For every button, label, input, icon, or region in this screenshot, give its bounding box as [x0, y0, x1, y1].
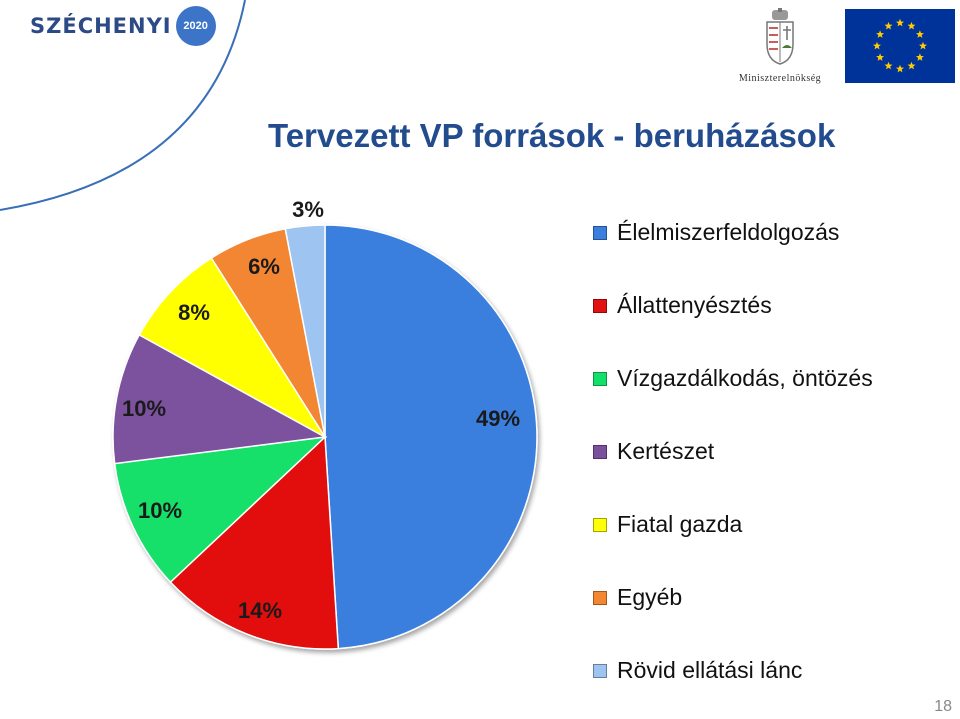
coat-of-arms-icon	[766, 8, 794, 65]
legend-item: Élelmiszerfeldolgozás	[593, 196, 873, 269]
pie-slice	[284, 224, 326, 438]
eu-star-icon	[915, 30, 924, 38]
page-title: Tervezett VP források - beruházások	[268, 117, 836, 154]
legend-item: Kertészet	[593, 415, 873, 488]
chart-legend: Élelmiszerfeldolgozás Állattenyésztés Vízg…	[593, 196, 873, 707]
szechenyi-logo-badge: 2020	[175, 6, 216, 46]
eu-star-icon	[907, 21, 916, 30]
legend-item: Fiatal gazda	[593, 488, 873, 561]
szechenyi-2020-logo: SZÉCHENYI 2020	[30, 6, 216, 46]
eu-flag-icon	[845, 9, 955, 83]
slice-label: 6%	[248, 254, 280, 279]
legend-label: Fiatal gazda	[617, 511, 743, 537]
pie-slice	[113, 435, 328, 584]
eu-star-icon	[884, 61, 893, 70]
eu-star-icon	[873, 41, 881, 50]
legend-label: Élelmiszerfeldolgozás	[617, 219, 840, 245]
legend-item: Rövid ellátási lánc	[593, 634, 873, 707]
legend-swatch	[593, 298, 607, 313]
szechenyi-logo-text: SZÉCHENYI	[30, 14, 172, 38]
legend-item: Egyéb	[593, 561, 873, 634]
eu-star-icon	[919, 41, 927, 50]
legend-label: Állattenyésztés	[617, 292, 772, 318]
legend-swatch	[593, 590, 607, 605]
eu-star-icon	[907, 61, 916, 70]
pie-slice	[112, 333, 328, 465]
legend-item: Vízgazdálkodás, öntözés	[593, 342, 873, 415]
slice-label: 3%	[292, 197, 324, 222]
legend-swatch	[593, 517, 607, 532]
eu-star-icon	[915, 53, 924, 61]
pie-slice	[138, 256, 326, 438]
pie-slice	[324, 224, 538, 650]
eu-star-icon	[876, 30, 885, 38]
legend-label: Vízgazdálkodás, öntözés	[617, 365, 873, 391]
legend-swatch	[593, 444, 607, 459]
slice-label: 10%	[122, 396, 166, 421]
eu-star-icon	[876, 53, 885, 61]
legend-swatch	[593, 663, 607, 678]
legend-label: Rövid ellátási lánc	[617, 657, 803, 683]
eu-star-icon	[896, 18, 904, 27]
slice-label: 14%	[238, 598, 282, 623]
page-number: 18	[934, 698, 952, 715]
eu-star-icon	[884, 21, 893, 30]
legend-item: Állattenyésztés	[593, 269, 873, 342]
pie-slice	[169, 435, 340, 650]
legend-label: Kertészet	[617, 438, 715, 464]
slice-label: 49%	[476, 406, 520, 431]
legend-label: Egyéb	[617, 584, 683, 610]
slice-label: 8%	[178, 300, 210, 325]
legend-swatch	[593, 225, 607, 240]
legend-swatch	[593, 371, 607, 386]
slice-label: 10%	[138, 498, 182, 523]
ministry-caption: Miniszterelnökség	[738, 73, 822, 84]
ministry-logo: Miniszterelnökség	[724, 8, 836, 84]
eu-star-icon	[896, 64, 904, 73]
